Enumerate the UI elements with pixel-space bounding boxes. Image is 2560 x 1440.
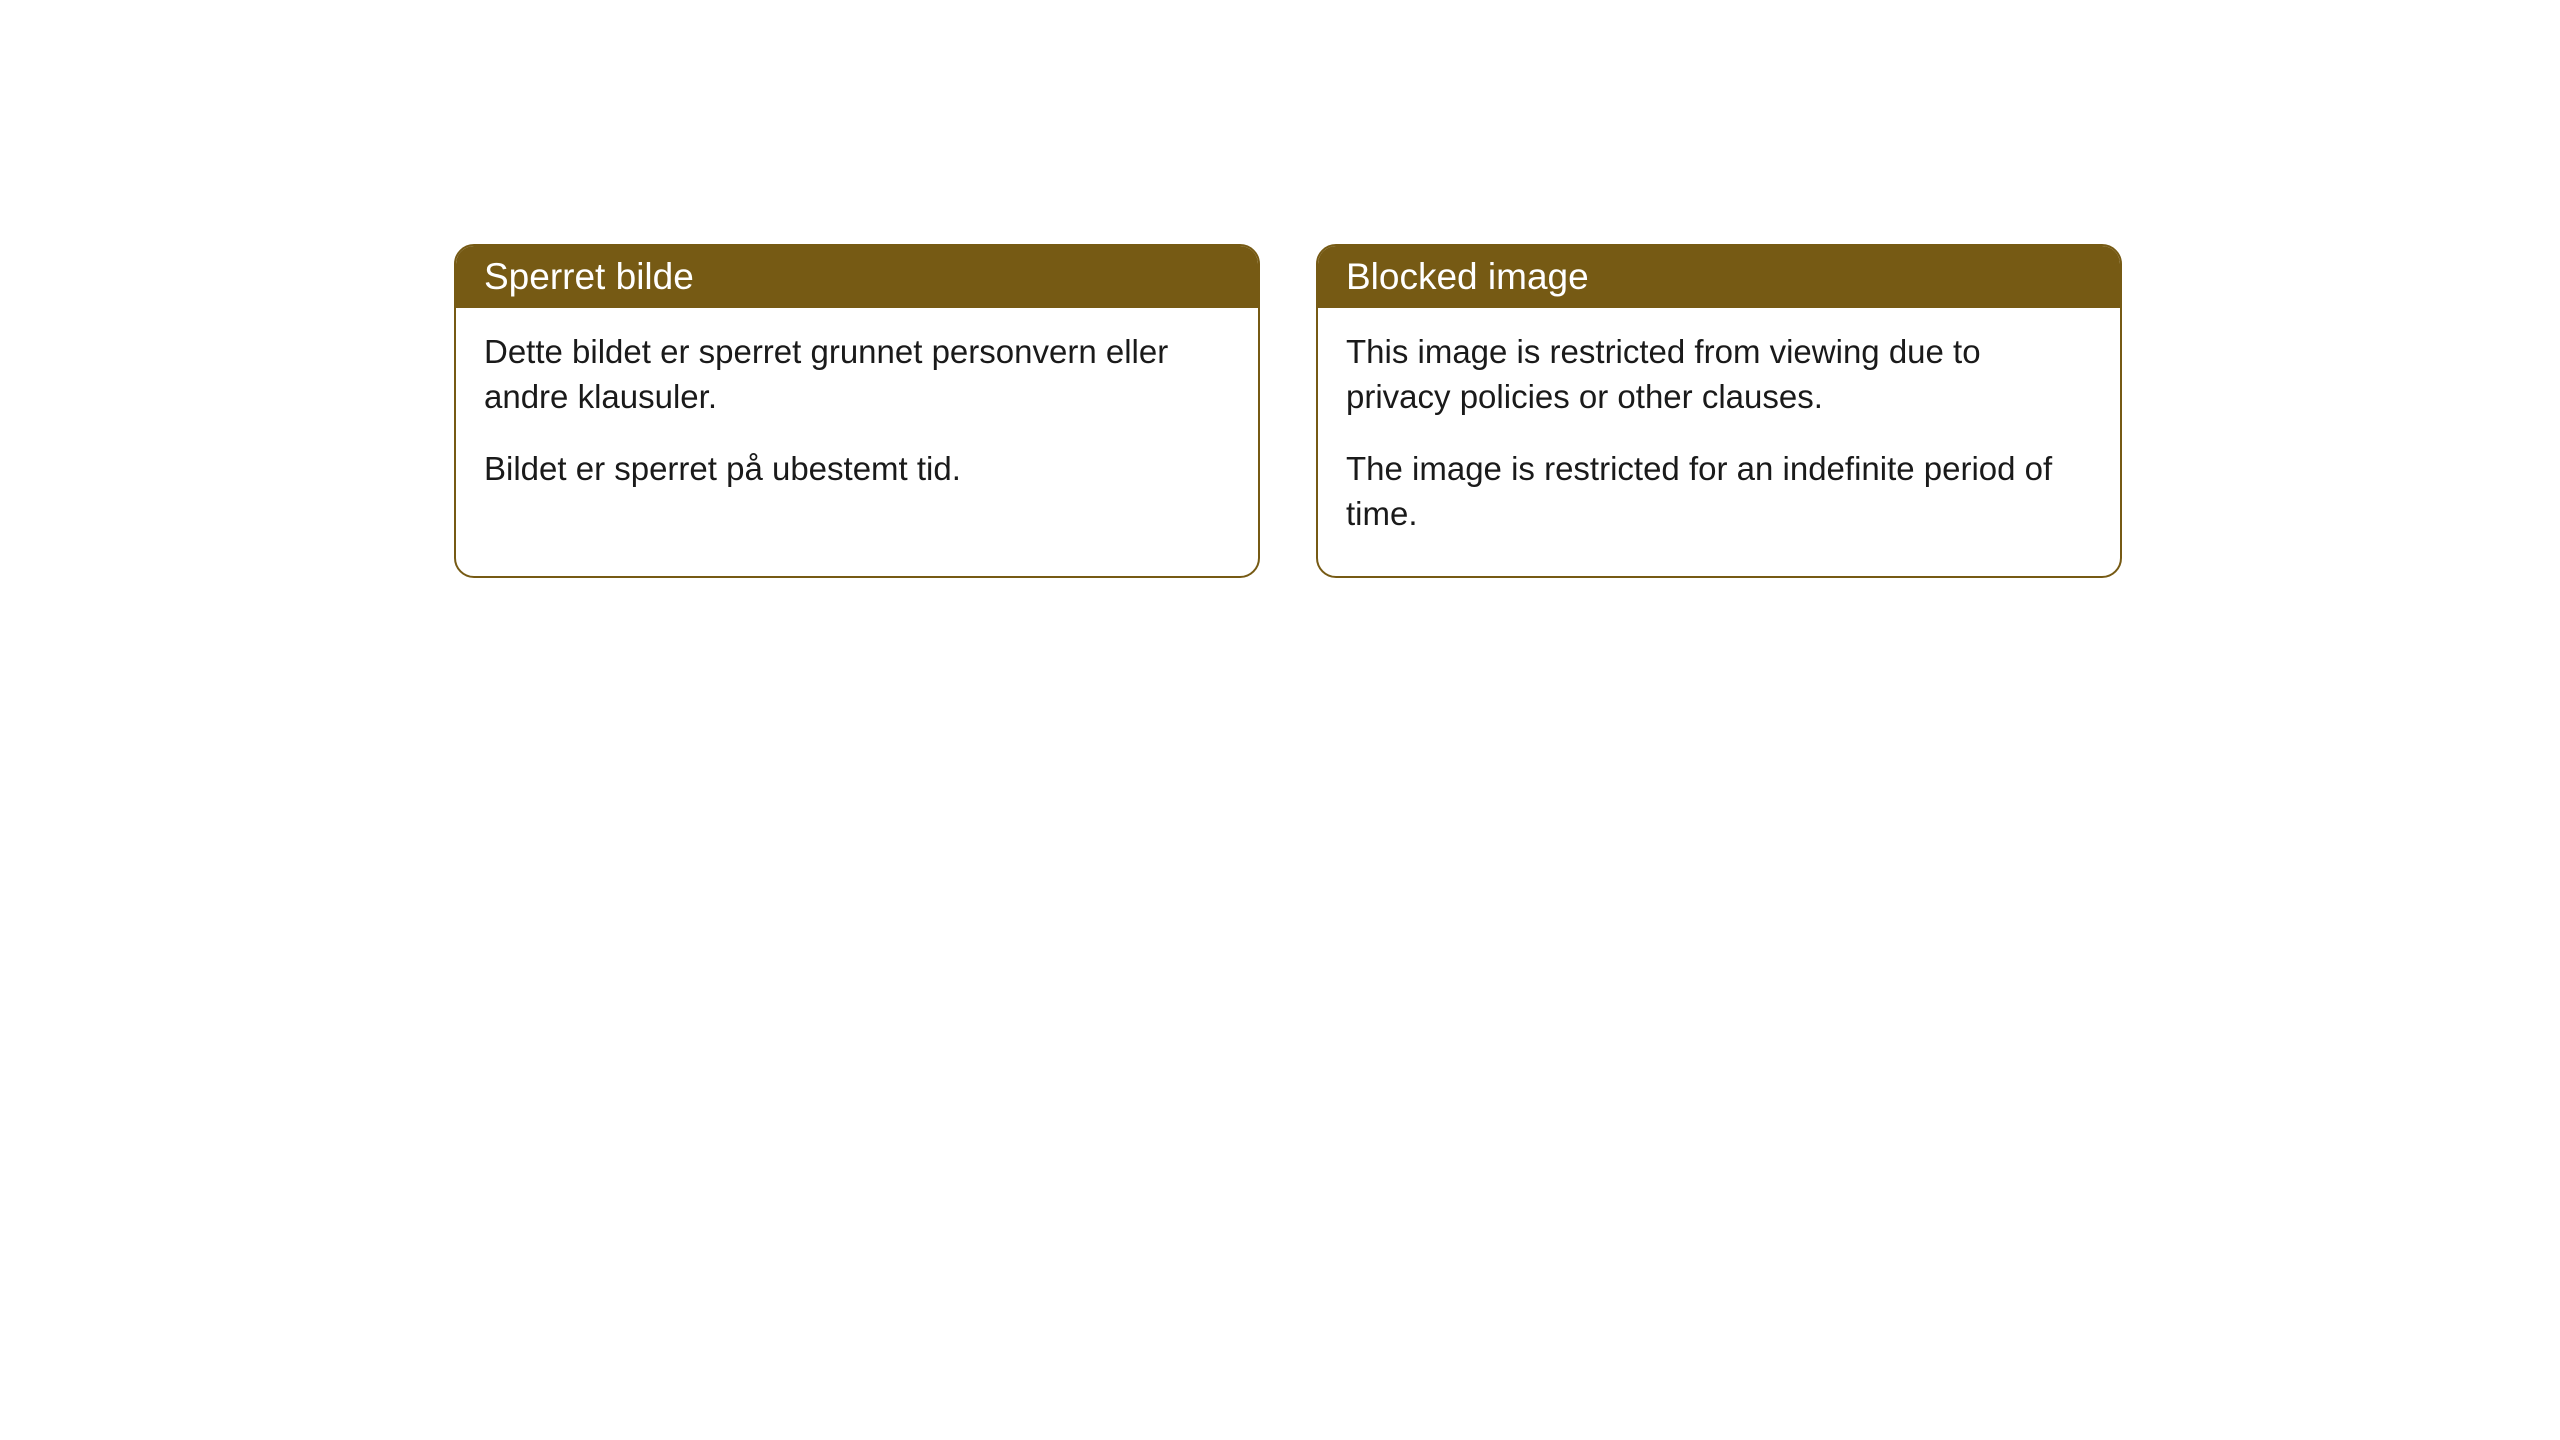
- card-english: Blocked image This image is restricted f…: [1316, 244, 2122, 578]
- card-paragraph2-english: The image is restricted for an indefinit…: [1346, 447, 2092, 536]
- card-norwegian: Sperret bilde Dette bildet er sperret gr…: [454, 244, 1260, 578]
- card-paragraph1-norwegian: Dette bildet er sperret grunnet personve…: [484, 330, 1230, 419]
- card-paragraph2-norwegian: Bildet er sperret på ubestemt tid.: [484, 447, 1230, 492]
- cards-container: Sperret bilde Dette bildet er sperret gr…: [454, 244, 2122, 578]
- card-body-norwegian: Dette bildet er sperret grunnet personve…: [456, 308, 1258, 532]
- card-title-norwegian: Sperret bilde: [484, 256, 694, 297]
- card-header-english: Blocked image: [1318, 246, 2120, 308]
- card-title-english: Blocked image: [1346, 256, 1589, 297]
- card-body-english: This image is restricted from viewing du…: [1318, 308, 2120, 576]
- card-header-norwegian: Sperret bilde: [456, 246, 1258, 308]
- card-paragraph1-english: This image is restricted from viewing du…: [1346, 330, 2092, 419]
